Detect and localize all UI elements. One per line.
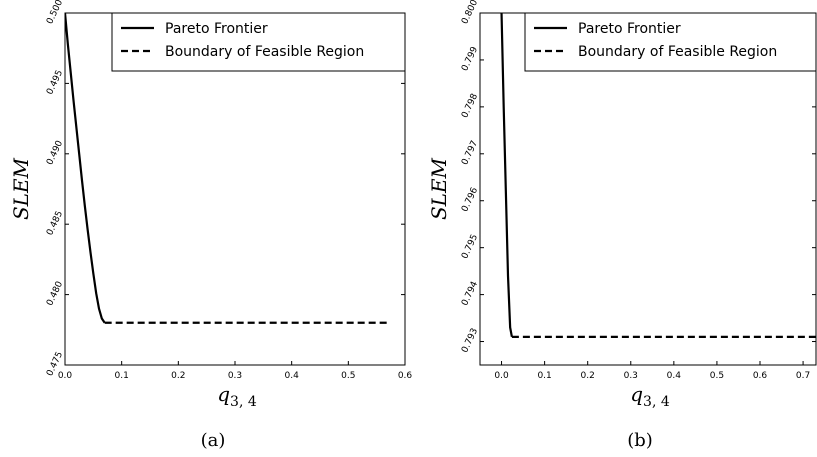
x-tick-label: 0.5 — [710, 371, 724, 381]
x-tick-label: 0.1 — [537, 371, 551, 381]
y-tick-label: 0.490 — [45, 139, 65, 167]
legend-box — [524, 12, 817, 72]
x-tick-label: 0.4 — [285, 371, 300, 381]
x-tick-label: 0.4 — [667, 371, 682, 381]
panel-caption: (b) — [627, 430, 653, 451]
legend: Pareto Frontier Boundary of Feasible Regi… — [111, 12, 406, 72]
x-tick-label: 0.2 — [581, 371, 595, 381]
y-tick-label: 0.797 — [460, 139, 480, 167]
y-tick-label: 0.480 — [45, 280, 65, 308]
y-tick-label: 0.794 — [460, 280, 480, 308]
chart-panel-1: 0.0 0.1 0.2 0.3 0.4 0.5 0.60.4750.4800.4850.49… — [9, 0, 412, 451]
x-tick-label: 0.5 — [341, 371, 355, 381]
x-tick-label: 0.6 — [753, 371, 768, 381]
y-tick-label: 0.798 — [460, 92, 480, 120]
x-tick-label: 0.7 — [796, 371, 810, 381]
y-tick-label: 0.795 — [460, 233, 480, 261]
x-tick-label: 0.6 — [398, 371, 413, 381]
y-tick-label: 0.800 — [460, 0, 480, 26]
x-tick-label: 0.3 — [228, 371, 242, 381]
panel-caption: (a) — [201, 430, 226, 451]
y-tick-label: 0.799 — [460, 45, 480, 73]
legend-entry-label: Pareto Frontier — [165, 21, 268, 37]
y-tick-label: 0.500 — [45, 0, 65, 26]
pareto-frontier-line — [65, 13, 106, 324]
legend-box — [111, 12, 406, 72]
x-axis-label-subscript: 3, 4 — [230, 394, 257, 410]
x-tick-label: 0.0 — [494, 371, 509, 381]
y-axis-label: SLEM — [427, 157, 451, 220]
chart-panel-2: 0.0 0.1 0.2 0.3 0.4 0.5 0.6 0.7 0.793 0.794 0.795 0… — [427, 0, 817, 451]
legend-entry-label: Pareto Frontier — [578, 21, 681, 37]
x-tick-label: 0.0 — [58, 371, 73, 381]
pareto-frontier-line — [500, 13, 513, 338]
y-tick-label: 0.796 — [460, 186, 480, 214]
y-tick-label: 0.793 — [460, 327, 480, 355]
y-axis-label: SLEM — [9, 157, 33, 220]
y-tick-label: 0.485 — [45, 210, 65, 238]
x-tick-label: 0.2 — [171, 371, 185, 381]
y-tick-label: 0.495 — [45, 69, 65, 97]
x-axis-label: q3, 4 — [217, 382, 257, 410]
legend-entry-label: Boundary of Feasible Region — [165, 44, 364, 60]
x-axis-label: q3, 4 — [630, 382, 670, 410]
x-tick-label: 0.1 — [115, 371, 129, 381]
x-tick-label: 0.3 — [624, 371, 638, 381]
x-axis-label-subscript: 3, 4 — [643, 394, 670, 410]
legend: Pareto Frontier Boundary of Feasible Regi… — [524, 12, 817, 72]
legend-entry-label: Boundary of Feasible Region — [578, 44, 777, 60]
